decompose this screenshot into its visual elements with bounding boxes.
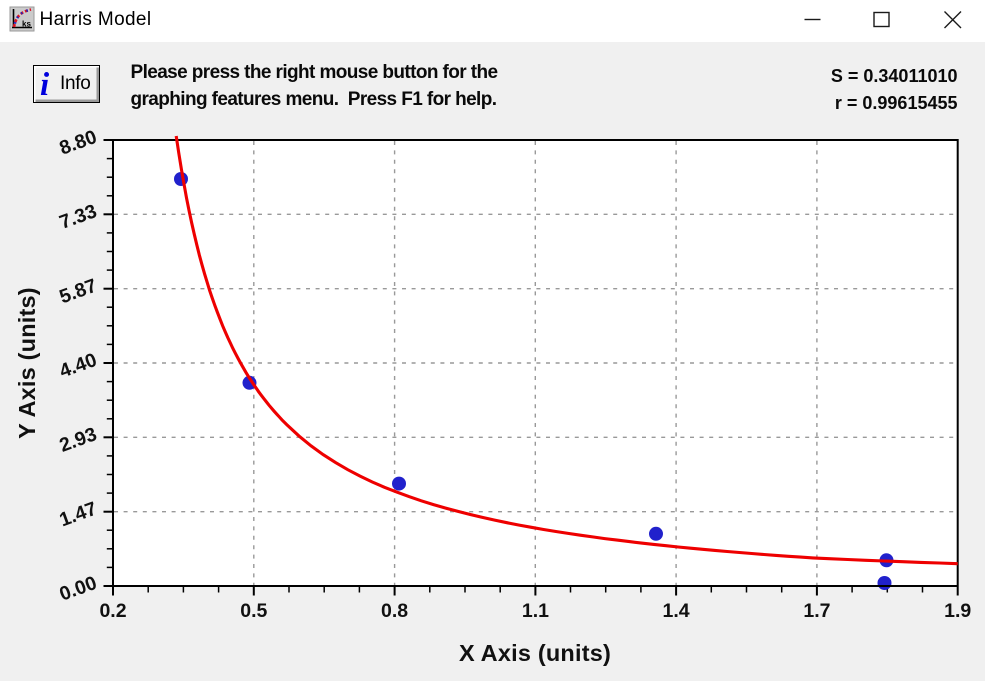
svg-text:0.2: 0.2 [99, 600, 126, 622]
svg-text:1.9: 1.9 [944, 600, 971, 622]
svg-text:5.87: 5.87 [57, 275, 100, 309]
svg-text:2.93: 2.93 [57, 423, 100, 457]
svg-text:0.5: 0.5 [240, 600, 267, 622]
svg-text:ks: ks [22, 20, 31, 29]
svg-text:0.8: 0.8 [381, 600, 408, 622]
svg-text:8.80: 8.80 [57, 126, 100, 160]
svg-text:X Axis (units): X Axis (units) [459, 640, 611, 666]
svg-text:Y Axis (units): Y Axis (units) [14, 287, 40, 439]
svg-text:1.7: 1.7 [803, 600, 830, 622]
svg-text:7.33: 7.33 [57, 200, 100, 234]
svg-text:4.40: 4.40 [57, 349, 100, 383]
svg-text:1.4: 1.4 [663, 600, 690, 622]
svg-text:0.00: 0.00 [57, 572, 100, 606]
svg-text:1.1: 1.1 [522, 600, 549, 622]
svg-text:1.47: 1.47 [57, 498, 100, 532]
